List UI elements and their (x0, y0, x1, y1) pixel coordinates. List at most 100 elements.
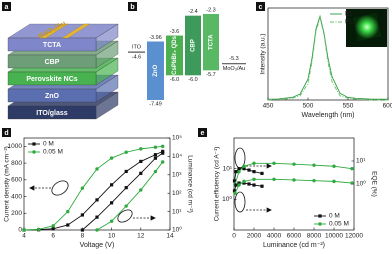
x-tick-label: 500 (303, 103, 314, 110)
level-label: -6.0 (188, 77, 197, 83)
level-label: -5.3 (229, 56, 238, 62)
y2-tick-label: 10³ (172, 172, 182, 179)
data-point (242, 164, 246, 168)
data-point (139, 188, 143, 192)
level-label: -2.3 (206, 7, 215, 13)
data-point (292, 178, 296, 182)
data-point (110, 183, 114, 187)
y-tick-label: 200 (11, 210, 22, 217)
layer-label: CBP (45, 59, 60, 66)
data-point (237, 167, 241, 171)
layer-front (7, 71, 97, 86)
y2-tick-label: 10⁵ (172, 135, 182, 142)
energy-band (166, 35, 183, 76)
level-label: -2.4 (188, 9, 197, 15)
data-point (139, 171, 143, 175)
data-point (350, 166, 354, 171)
layer-front (7, 105, 97, 120)
data-point (51, 224, 55, 228)
y2-tick-label: 10¹ (356, 158, 366, 165)
data-point (80, 213, 84, 217)
panel-label: b (130, 4, 134, 11)
data-point (350, 181, 354, 185)
y-tick-label: 0 (18, 227, 22, 234)
data-point (124, 186, 128, 190)
y2-tick-label: 10⁰ (356, 180, 366, 188)
data-point (252, 177, 256, 182)
y-tick-label: 10⁰ (222, 195, 232, 203)
legend-marker (32, 142, 36, 146)
data-point (161, 144, 165, 149)
layer-label: Perovskite NCs (26, 76, 77, 83)
data-point (237, 181, 241, 185)
data-point (109, 219, 114, 223)
level-label: -4.6 (132, 55, 141, 61)
electrode (39, 23, 69, 39)
data-point (153, 156, 157, 160)
data-point (242, 167, 246, 171)
y-tick-label: 1000 (8, 143, 23, 150)
x-tick-label: 14 (166, 233, 174, 240)
panel-label-box (198, 128, 207, 137)
y2-tick-label: 10² (172, 190, 182, 197)
energy-band (203, 14, 219, 71)
material-name: CBP (191, 39, 197, 52)
data-point (247, 168, 251, 172)
data-point (260, 184, 264, 188)
x-axis-label: Voltage (V) (80, 242, 115, 249)
x-tick-label: 0 (232, 233, 236, 240)
panel-label: e (201, 130, 205, 137)
x-tick-label: 12 (137, 233, 145, 240)
series-line (96, 161, 164, 231)
plot-frame (267, 7, 389, 101)
x-tick-label: 8 (81, 233, 85, 240)
data-point (139, 147, 143, 151)
data-point (252, 183, 256, 187)
data-point (66, 209, 70, 214)
series-line (267, 16, 388, 101)
data-point (312, 178, 316, 183)
x-tick-label: 450 (263, 103, 274, 110)
panel-label-box (128, 2, 137, 11)
data-point (252, 170, 256, 174)
data-point (161, 149, 165, 153)
data-point (95, 198, 99, 202)
legend-label: 0.05 M (43, 149, 63, 156)
data-point (51, 227, 55, 231)
data-point (247, 182, 251, 186)
x-tick-label: 6 (51, 233, 55, 240)
y-tick-label: 10¹ (223, 165, 233, 172)
level-label: -3.6 (170, 29, 179, 35)
layer-label: ITO/glass (36, 110, 67, 117)
level-label: -7.49 (149, 101, 162, 107)
y-tick-label: 400 (11, 193, 22, 200)
x-tick-label: 12000 (345, 233, 363, 240)
y2-tick-label: 10⁰ (172, 226, 182, 234)
level-label: -3.96 (149, 35, 162, 41)
data-point (110, 201, 114, 205)
data-point (312, 163, 316, 167)
panel-label: a (5, 4, 9, 11)
data-point (95, 167, 99, 171)
x-tick-label: 600 (383, 103, 392, 110)
level-label: -5.7 (206, 72, 215, 78)
data-point (109, 156, 114, 160)
data-point (234, 170, 238, 174)
x-tick-label: 4000 (267, 233, 282, 240)
legend-label: 0 M (329, 213, 340, 220)
layer-label: ZnO (45, 93, 60, 100)
data-point (237, 169, 241, 174)
data-point (95, 228, 99, 232)
energy-band (147, 41, 164, 100)
layer-front (7, 37, 97, 52)
annotations (29, 147, 272, 223)
x-tick-label: 10000 (325, 233, 343, 240)
photo-device (352, 12, 382, 42)
series-line (268, 14, 388, 100)
legend-marker (32, 150, 36, 154)
y2-tick-label: 10¹ (172, 208, 182, 215)
data-point (242, 179, 246, 184)
data-point (36, 227, 41, 232)
data-point (153, 169, 158, 174)
